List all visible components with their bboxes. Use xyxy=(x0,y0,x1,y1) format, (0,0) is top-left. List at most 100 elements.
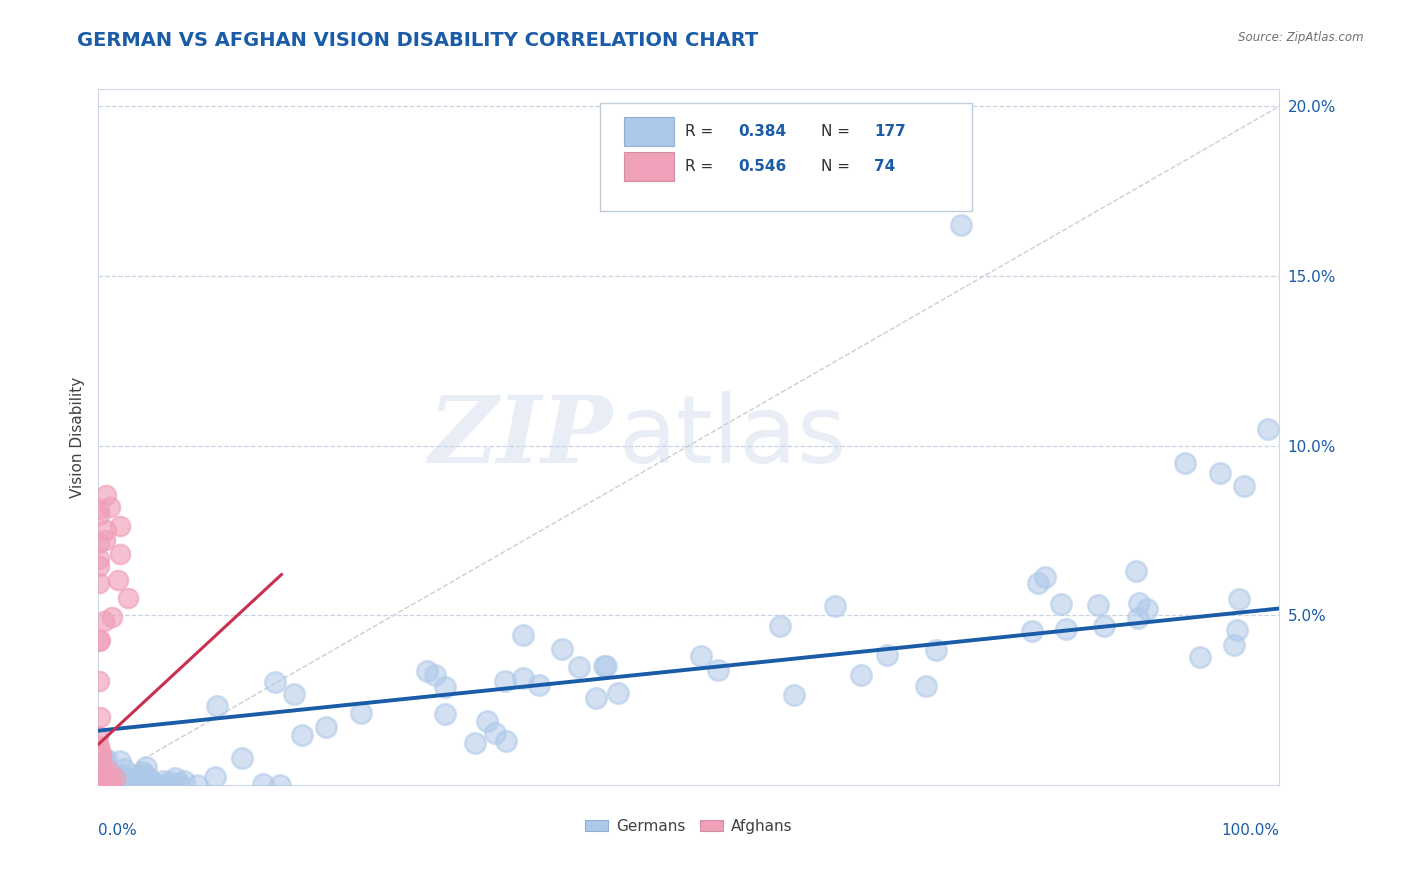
Point xyxy=(89,774,111,789)
Point xyxy=(100,775,122,789)
Point xyxy=(91,770,114,784)
Text: 74: 74 xyxy=(875,159,896,174)
Point xyxy=(96,776,118,790)
Point xyxy=(98,778,121,792)
Point xyxy=(117,772,139,786)
Point xyxy=(87,778,110,792)
Point xyxy=(93,614,115,628)
FancyBboxPatch shape xyxy=(624,152,673,181)
Point xyxy=(87,771,110,785)
Point xyxy=(87,673,110,688)
Point xyxy=(416,664,439,678)
Point xyxy=(89,739,111,753)
Text: R =: R = xyxy=(685,159,718,174)
Point xyxy=(91,776,114,790)
Point xyxy=(89,551,111,566)
Point xyxy=(607,686,630,700)
Point xyxy=(108,547,131,561)
Point xyxy=(595,658,617,673)
Point xyxy=(93,773,115,788)
Point xyxy=(89,775,111,789)
Point xyxy=(89,767,111,781)
Point xyxy=(1189,649,1212,664)
Point xyxy=(117,776,139,790)
Point xyxy=(117,771,139,785)
Point xyxy=(93,778,115,792)
Point xyxy=(121,777,143,791)
Point xyxy=(914,679,936,693)
Point xyxy=(87,777,110,791)
Point xyxy=(87,757,110,772)
Point xyxy=(91,777,114,791)
Point xyxy=(87,778,110,792)
Point xyxy=(87,777,110,791)
Point xyxy=(851,667,873,681)
Point xyxy=(101,610,124,624)
Point xyxy=(1209,466,1232,480)
Point xyxy=(87,777,110,791)
Point xyxy=(112,762,135,776)
Point xyxy=(1054,622,1077,636)
Point xyxy=(477,714,499,728)
Point xyxy=(90,778,112,792)
Point xyxy=(107,778,129,792)
Point xyxy=(118,772,141,787)
Point xyxy=(89,633,111,648)
Point xyxy=(90,775,112,789)
Text: 0.384: 0.384 xyxy=(738,124,787,139)
Point xyxy=(87,773,110,788)
Point xyxy=(143,777,166,791)
Point xyxy=(1128,596,1150,610)
Point xyxy=(112,777,135,791)
Text: N =: N = xyxy=(821,159,855,174)
Point xyxy=(527,678,550,692)
Point xyxy=(91,766,114,780)
Point xyxy=(1227,591,1250,606)
Point xyxy=(94,777,117,791)
Point xyxy=(87,778,110,792)
Point xyxy=(87,776,110,790)
Point xyxy=(207,698,229,713)
Point xyxy=(103,777,125,791)
Point xyxy=(423,667,446,681)
Point xyxy=(89,765,111,780)
Text: N =: N = xyxy=(821,124,855,139)
Point xyxy=(315,720,337,734)
Point xyxy=(90,761,112,775)
Point xyxy=(87,772,110,787)
Point xyxy=(87,777,110,791)
Point xyxy=(159,774,181,789)
Point xyxy=(96,776,118,790)
Point xyxy=(291,728,314,742)
Point xyxy=(90,777,112,791)
Point xyxy=(97,778,120,792)
Point xyxy=(350,706,373,721)
Point xyxy=(129,777,152,791)
Point xyxy=(120,772,142,787)
Point xyxy=(264,674,287,689)
Point xyxy=(105,775,128,789)
Point xyxy=(91,778,114,792)
Point xyxy=(103,778,125,792)
Point xyxy=(89,778,111,792)
Point xyxy=(1223,638,1246,652)
Point xyxy=(90,749,112,764)
Point xyxy=(89,769,111,783)
Point xyxy=(91,751,114,765)
Point xyxy=(89,771,111,785)
Point xyxy=(91,773,114,788)
Point xyxy=(186,778,208,792)
Text: Source: ZipAtlas.com: Source: ZipAtlas.com xyxy=(1239,31,1364,45)
Point xyxy=(269,778,291,792)
Point xyxy=(89,778,111,792)
Point xyxy=(96,770,118,784)
Point xyxy=(96,778,118,792)
Point xyxy=(152,773,174,788)
Point xyxy=(89,747,111,762)
Point xyxy=(91,773,114,788)
Point xyxy=(1050,597,1073,611)
FancyBboxPatch shape xyxy=(600,103,973,211)
Point xyxy=(135,760,157,774)
Point xyxy=(110,776,132,790)
Point xyxy=(89,709,111,723)
